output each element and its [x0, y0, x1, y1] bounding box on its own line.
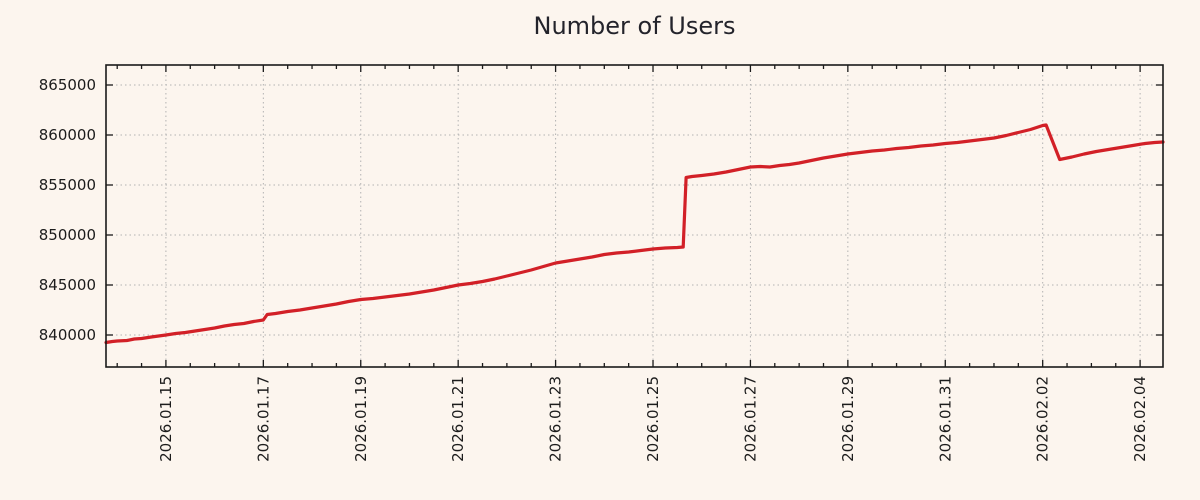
series-lines — [104, 123, 1165, 345]
chart-title: Number of Users — [533, 12, 736, 40]
y-tick-label: 840000 — [39, 326, 96, 344]
gridlines — [107, 66, 1162, 366]
x-tick-label: 2026.01.25 — [644, 376, 662, 462]
plot-border — [105, 64, 1164, 368]
y-tick-label: 850000 — [39, 226, 96, 244]
x-tick-label: 2026.01.23 — [547, 376, 565, 462]
tick-labels: 840000 845000 850000 855000 860000 865000 2026… — [39, 76, 1149, 462]
x-tick-label: 2026.01.15 — [157, 376, 175, 462]
y-tick-label: 855000 — [39, 176, 96, 194]
x-tick-label: 2026.01.21 — [449, 376, 467, 462]
data-line — [104, 123, 1165, 345]
x-tick-label: 2026.01.29 — [839, 376, 857, 462]
x-tick-label: 2026.02.04 — [1131, 376, 1149, 462]
x-tick-label: 2026.01.31 — [936, 376, 954, 462]
x-tick-label: 2026.01.27 — [741, 376, 759, 462]
x-tick-label: 2026.02.02 — [1034, 376, 1052, 462]
axis-ticks — [106, 65, 1163, 367]
x-tick-label: 2026.01.17 — [254, 376, 272, 462]
y-tick-label: 845000 — [39, 276, 96, 294]
x-tick-label: 2026.01.19 — [352, 376, 370, 462]
y-tick-label: 860000 — [39, 126, 96, 144]
y-tick-label: 865000 — [39, 76, 96, 94]
